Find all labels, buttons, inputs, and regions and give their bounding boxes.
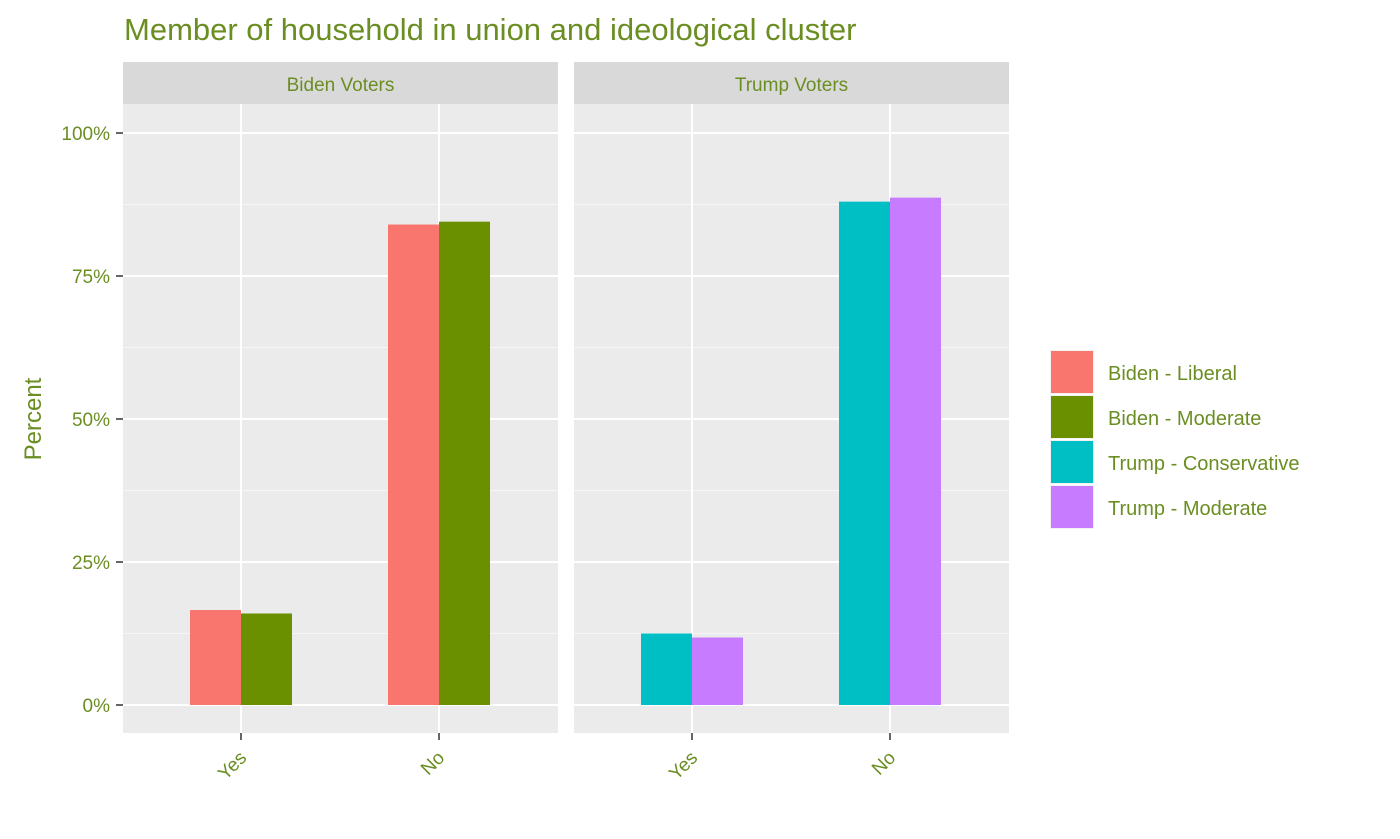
legend: Biden - Liberal Biden - Moderate Trump - C… [1050, 350, 1300, 529]
legend-item: Biden - Liberal [1050, 350, 1237, 394]
x-tick-label: Yes [214, 748, 251, 785]
bar-trump-moderate-no [890, 197, 941, 706]
bar-biden-liberal-no [388, 224, 439, 705]
bar-trump-conservative-no [839, 201, 890, 705]
legend-swatch [1051, 396, 1093, 438]
bar-biden-moderate-yes [241, 613, 292, 705]
bar-biden-moderate-no [439, 221, 490, 705]
x-tick-label: No [868, 748, 900, 780]
y-tick-label: 25% [72, 553, 110, 574]
facet-strip [123, 62, 558, 104]
facet-strip [574, 62, 1009, 104]
legend-label: Biden - Liberal [1108, 363, 1237, 385]
bar-biden-liberal-yes [190, 610, 241, 705]
bar-trump-conservative-yes [641, 633, 692, 705]
y-tick-label: 50% [72, 410, 110, 431]
y-axis-title: Percent [20, 377, 47, 460]
legend-swatch [1051, 486, 1093, 528]
legend-label: Biden - Moderate [1108, 408, 1261, 430]
chart-title: Member of household in union and ideolog… [124, 12, 856, 47]
x-tick-label: No [417, 748, 449, 780]
y-tick-label: 100% [61, 124, 110, 145]
facet-panel-1: Trump Voters Yes No [574, 62, 1009, 784]
legend-label: Trump - Moderate [1108, 498, 1267, 520]
facet-panel-0: Biden Voters Yes No [123, 62, 558, 784]
legend-item: Trump - Conservative [1050, 440, 1300, 484]
legend-swatch [1051, 351, 1093, 393]
y-tick-label: 0% [83, 696, 111, 717]
legend-label: Trump - Conservative [1108, 453, 1300, 475]
y-tick-label: 75% [72, 267, 110, 288]
x-tick-label: Yes [665, 748, 702, 785]
legend-item: Biden - Moderate [1050, 395, 1261, 439]
facet-strip-label: Trump Voters [735, 75, 848, 96]
legend-swatch [1051, 441, 1093, 483]
legend-item: Trump - Moderate [1050, 485, 1267, 529]
bar-trump-moderate-yes [692, 637, 743, 705]
facet-strip-label: Biden Voters [287, 75, 395, 96]
